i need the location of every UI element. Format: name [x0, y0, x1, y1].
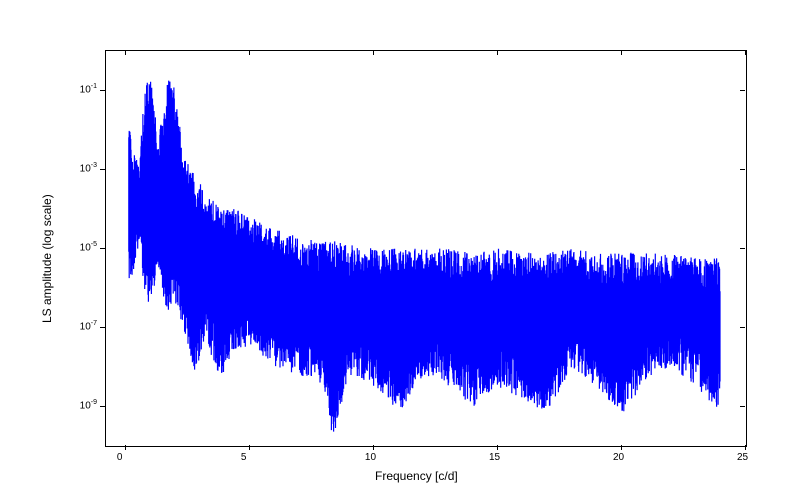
y-axis-label: LS amplitude (log scale) — [40, 194, 54, 323]
x-tick-label: 15 — [489, 452, 500, 463]
periodogram-chart: 0 5 10 15 20 25 10-9 10-7 10-5 10-3 10-1 Frequency… — [0, 0, 800, 500]
y-tick-label: 10-5 — [80, 241, 97, 253]
y-tick-label: 10-3 — [80, 162, 97, 174]
y-tick-label: 10-1 — [80, 83, 97, 95]
y-tick-label: 10-9 — [80, 399, 97, 411]
y-tick-label: 10-7 — [80, 320, 97, 332]
plot-area — [105, 50, 747, 447]
spectrum-line — [106, 51, 746, 446]
x-tick-label: 25 — [737, 452, 748, 463]
x-tick-label: 0 — [117, 452, 123, 463]
x-tick-label: 10 — [365, 452, 376, 463]
x-axis-label: Frequency [c/d] — [375, 469, 458, 483]
x-tick-label: 20 — [613, 452, 624, 463]
x-tick-label: 5 — [241, 452, 247, 463]
